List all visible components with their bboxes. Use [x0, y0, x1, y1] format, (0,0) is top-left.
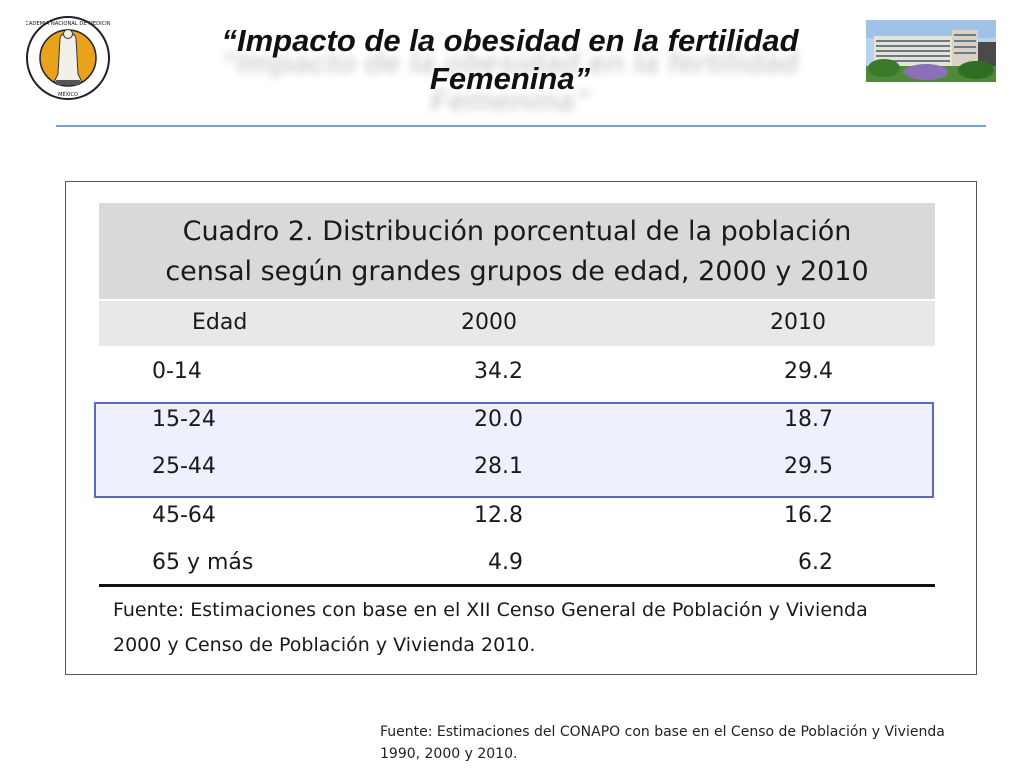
caption-line-2: censal según grandes grupos de edad, 200… [165, 256, 869, 287]
header-divider [56, 125, 986, 127]
cell-2010: 29.5 [784, 454, 833, 479]
table-row: 25-44 28.1 29.5 [99, 444, 935, 491]
title-line-2: Femenina” [429, 61, 591, 96]
highlight-box [94, 402, 934, 498]
footnote-line-1: Fuente: Estimaciones del CONAPO con base… [380, 724, 945, 740]
cell-age: 45-64 [152, 503, 216, 528]
column-header-2010: 2010 [770, 310, 826, 335]
building-photo [866, 20, 996, 82]
svg-text:ACADEMIA NACIONAL DE MEDICINA: ACADEMIA NACIONAL DE MEDICINA [26, 21, 110, 27]
cell-2000: 12.8 [474, 503, 523, 528]
table-row: 45-64 12.8 16.2 [99, 491, 935, 538]
table-header-row: Edad 2000 2010 [99, 301, 935, 346]
cell-age: 65 y más [152, 550, 254, 575]
cell-2000: 28.1 [474, 454, 523, 479]
cell-2010: 6.2 [798, 550, 833, 575]
academy-logo: ACADEMIA NACIONAL DE MEDICINA MÉXICO [26, 16, 110, 100]
table-source-line-1: Fuente: Estimaciones con base en el XII … [113, 599, 868, 621]
cell-2000: 20.0 [474, 407, 523, 432]
cell-age: 0-14 [152, 359, 202, 384]
table-row: 65 y más 4.9 6.2 [99, 538, 935, 585]
cell-age: 25-44 [152, 454, 216, 479]
cell-2000: 4.9 [488, 550, 523, 575]
column-header-edad: Edad [192, 310, 248, 335]
title-line-1: “Impacto de la obesidad en la fertilidad [221, 23, 799, 58]
table-row: 15-24 20.0 18.7 [99, 397, 935, 444]
cell-2010: 16.2 [784, 503, 833, 528]
cell-2010: 29.4 [784, 359, 833, 384]
svg-text:MÉXICO: MÉXICO [58, 90, 78, 98]
slide-title: “Impacto de la obesidad en la fertilidad… [150, 22, 870, 98]
table-figure: Cuadro 2. Distribución porcentual de la … [65, 181, 977, 675]
cell-2000: 34.2 [474, 359, 523, 384]
table-source-line-2: 2000 y Censo de Población y Vivienda 201… [113, 634, 536, 656]
caption-line-1: Cuadro 2. Distribución porcentual de la … [182, 216, 852, 247]
cell-age: 15-24 [152, 407, 216, 432]
cell-2010: 18.7 [784, 407, 833, 432]
table-bottom-rule [99, 584, 935, 587]
footnote-line-2: 1990, 2000 y 2010. [380, 746, 518, 762]
table-row: 0-14 34.2 29.4 [99, 349, 935, 396]
table-caption: Cuadro 2. Distribución porcentual de la … [99, 203, 935, 299]
column-header-2000: 2000 [461, 310, 517, 335]
